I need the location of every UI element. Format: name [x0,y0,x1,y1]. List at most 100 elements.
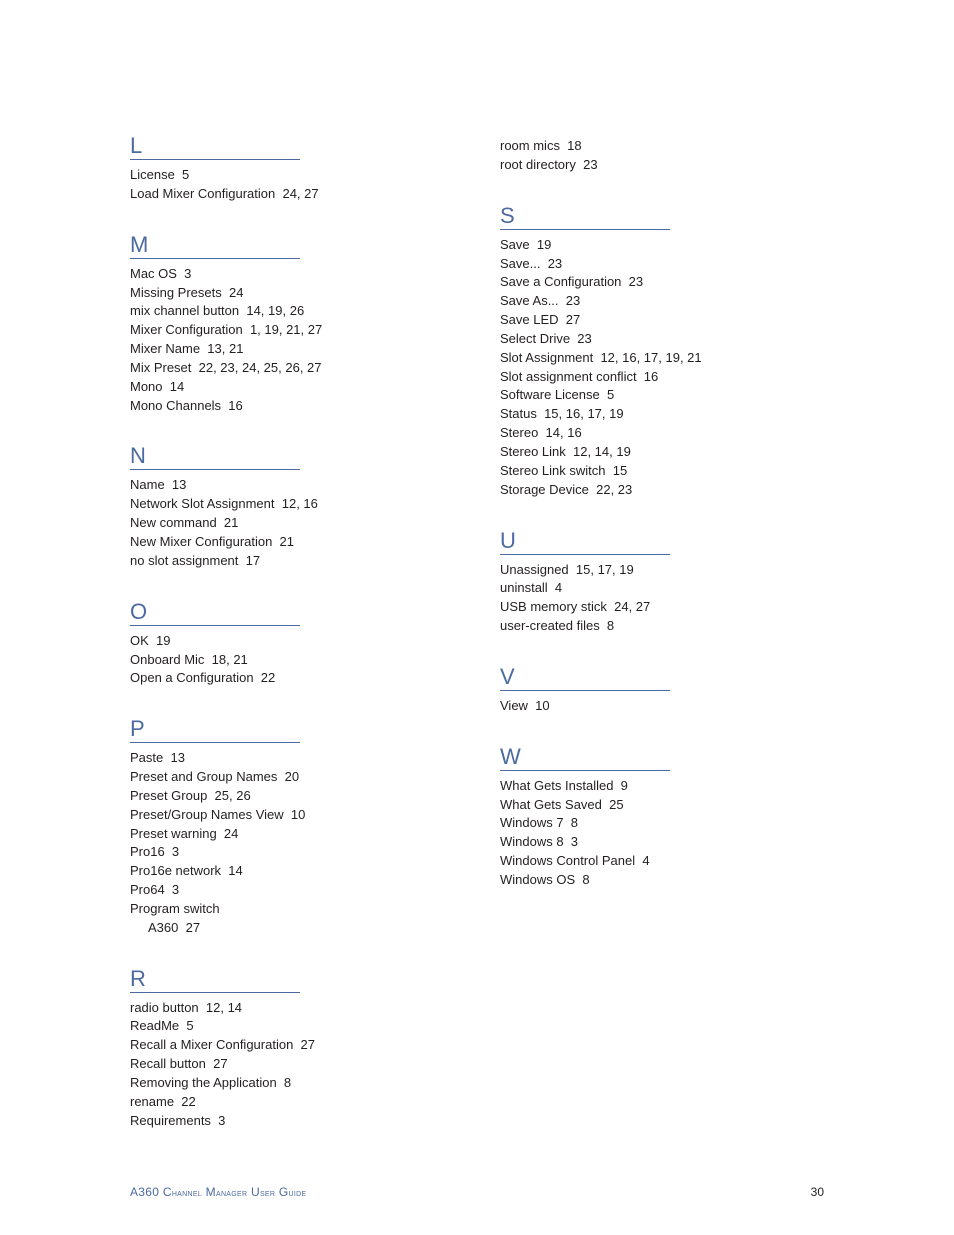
index-entry: Mixer Configuration 1, 19, 21, 27 [130,321,430,340]
index-entry: Mac OS 3 [130,265,430,284]
index-section-w: W What Gets Installed 9What Gets Saved 25… [500,746,800,890]
index-entry: radio button 12, 14 [130,999,430,1018]
index-section-u: U Unassigned 15, 17, 19uninstall 4USB mem… [500,530,800,636]
index-letter-heading: P [130,718,300,743]
index-letter-heading: N [130,445,300,470]
index-entry: Preset Group 25, 26 [130,787,430,806]
index-entry: Recall a Mixer Configuration 27 [130,1036,430,1055]
footer-text: hannel [172,1188,202,1199]
index-entry: Name 13 [130,476,430,495]
index-section-n: NName 13Network Slot Assignment 12, 16Ne… [130,445,430,570]
index-letter-heading: R [130,968,300,993]
index-column-left: L License 5Load Mixer Configuration 24, 2… [130,135,430,1161]
index-entry: Network Slot Assignment 12, 16 [130,495,430,514]
index-entries: Mac OS 3Missing Presets 24mix channel bu… [130,265,430,416]
index-entry: What Gets Installed 9 [500,777,800,796]
index-continuation: room mics 18root directory 23 [500,137,800,175]
index-entry: Paste 13 [130,749,430,768]
index-entry: Pro16 3 [130,843,430,862]
footer-page-number: 30 [811,1185,824,1199]
index-letter-heading: V [500,666,670,691]
index-section-v: V View 10 [500,666,800,716]
index-entry: Status 15, 16, 17, 19 [500,405,800,424]
index-entry: mix channel button 14, 19, 26 [130,302,430,321]
index-entries: Paste 13Preset and Group Names 20Preset … [130,749,430,937]
index-entry: ReadMe 5 [130,1017,430,1036]
index-entry: Save a Configuration 23 [500,273,800,292]
index-entry: Windows 7 8 [500,814,800,833]
index-entry: Removing the Application 8 [130,1074,430,1093]
index-entry: Missing Presets 24 [130,284,430,303]
index-entry: Load Mixer Configuration 24, 27 [130,185,430,204]
index-entry: Stereo Link switch 15 [500,462,800,481]
index-entry: user-created files 8 [500,617,800,636]
footer-text: A360 C [130,1185,172,1199]
index-entry: OK 19 [130,632,430,651]
index-entries: OK 19Onboard Mic 18, 21Open a Configurat… [130,632,430,689]
index-entry: Open a Configuration 22 [130,669,430,688]
index-entry: Slot assignment conflict 16 [500,368,800,387]
index-section-r: Rradio button 12, 14ReadMe 5Recall a Mix… [130,968,430,1131]
index-letter-heading: U [500,530,670,555]
index-entry: Save... 23 [500,255,800,274]
index-entries: Name 13Network Slot Assignment 12, 16New… [130,476,430,570]
index-entry: New Mixer Configuration 21 [130,533,430,552]
index-entry: Mixer Name 13, 21 [130,340,430,359]
index-entry: Mix Preset 22, 23, 24, 25, 26, 27 [130,359,430,378]
footer-text: uide [289,1188,307,1199]
footer-text: G [275,1185,288,1199]
index-entry: Preset warning 24 [130,825,430,844]
index-entry: Mono 14 [130,378,430,397]
index-column-right: room mics 18root directory 23 S Save 19Sav… [500,135,800,1161]
index-entry: USB memory stick 24, 27 [500,598,800,617]
index-entry: Mono Channels 16 [130,397,430,416]
index-entries: Save 19Save... 23Save a Configuration 23… [500,236,800,500]
page-footer: A360 Channel Manager User Guide 30 [130,1185,824,1199]
index-section-o: O OK 19Onboard Mic 18, 21Open a Configura… [130,601,430,689]
index-entry: Windows 8 3 [500,833,800,852]
index-entry: Windows Control Panel 4 [500,852,800,871]
index-entry: Stereo 14, 16 [500,424,800,443]
index-entry: rename 22 [130,1093,430,1112]
footer-text: anager [216,1188,247,1199]
index-entry: Onboard Mic 18, 21 [130,651,430,670]
index-entry: Unassigned 15, 17, 19 [500,561,800,580]
index-entries: Unassigned 15, 17, 19uninstall 4USB memo… [500,561,800,636]
index-entry: New command 21 [130,514,430,533]
index-letter-heading: M [130,234,300,259]
index-entry: View 10 [500,697,800,716]
index-entry: Preset/Group Names View 10 [130,806,430,825]
index-letter-heading: S [500,205,670,230]
index-entry: Pro64 3 [130,881,430,900]
index-entry: Windows OS 8 [500,871,800,890]
footer-text: U [247,1185,260,1199]
index-entries: View 10 [500,697,800,716]
index-entry: Requirements 3 [130,1112,430,1131]
index-entry: room mics 18 [500,137,800,156]
index-entry: root directory 23 [500,156,800,175]
index-entry: Slot Assignment 12, 16, 17, 19, 21 [500,349,800,368]
index-section-m: M Mac OS 3Missing Presets 24mix channel b… [130,234,430,416]
index-letter-heading: O [130,601,300,626]
footer-text: M [202,1185,216,1199]
index-section-s: S Save 19Save... 23Save a Configuration 2… [500,205,800,500]
index-entry: uninstall 4 [500,579,800,598]
index-letter-heading: L [130,135,300,160]
index-entries: License 5Load Mixer Configuration 24, 27 [130,166,430,204]
index-section-p: PPaste 13Preset and Group Names 20Preset… [130,718,430,937]
index-entry: Program switch [130,900,430,919]
page: L License 5Load Mixer Configuration 24, 2… [0,0,954,1235]
index-entry: Recall button 27 [130,1055,430,1074]
index-letter-heading: W [500,746,670,771]
index-entry: Software License 5 [500,386,800,405]
index-section-l: L License 5Load Mixer Configuration 24, 2… [130,135,430,204]
index-entry: A360 27 [130,919,430,938]
footer-guide-title: A360 Channel Manager User Guide [130,1185,306,1199]
index-entry: Select Drive 23 [500,330,800,349]
index-entry: What Gets Saved 25 [500,796,800,815]
index-entry: Preset and Group Names 20 [130,768,430,787]
index-entries: What Gets Installed 9What Gets Saved 25W… [500,777,800,890]
index-columns: L License 5Load Mixer Configuration 24, 2… [130,135,824,1161]
index-entries: radio button 12, 14ReadMe 5Recall a Mixe… [130,999,430,1131]
index-entry: Storage Device 22, 23 [500,481,800,500]
